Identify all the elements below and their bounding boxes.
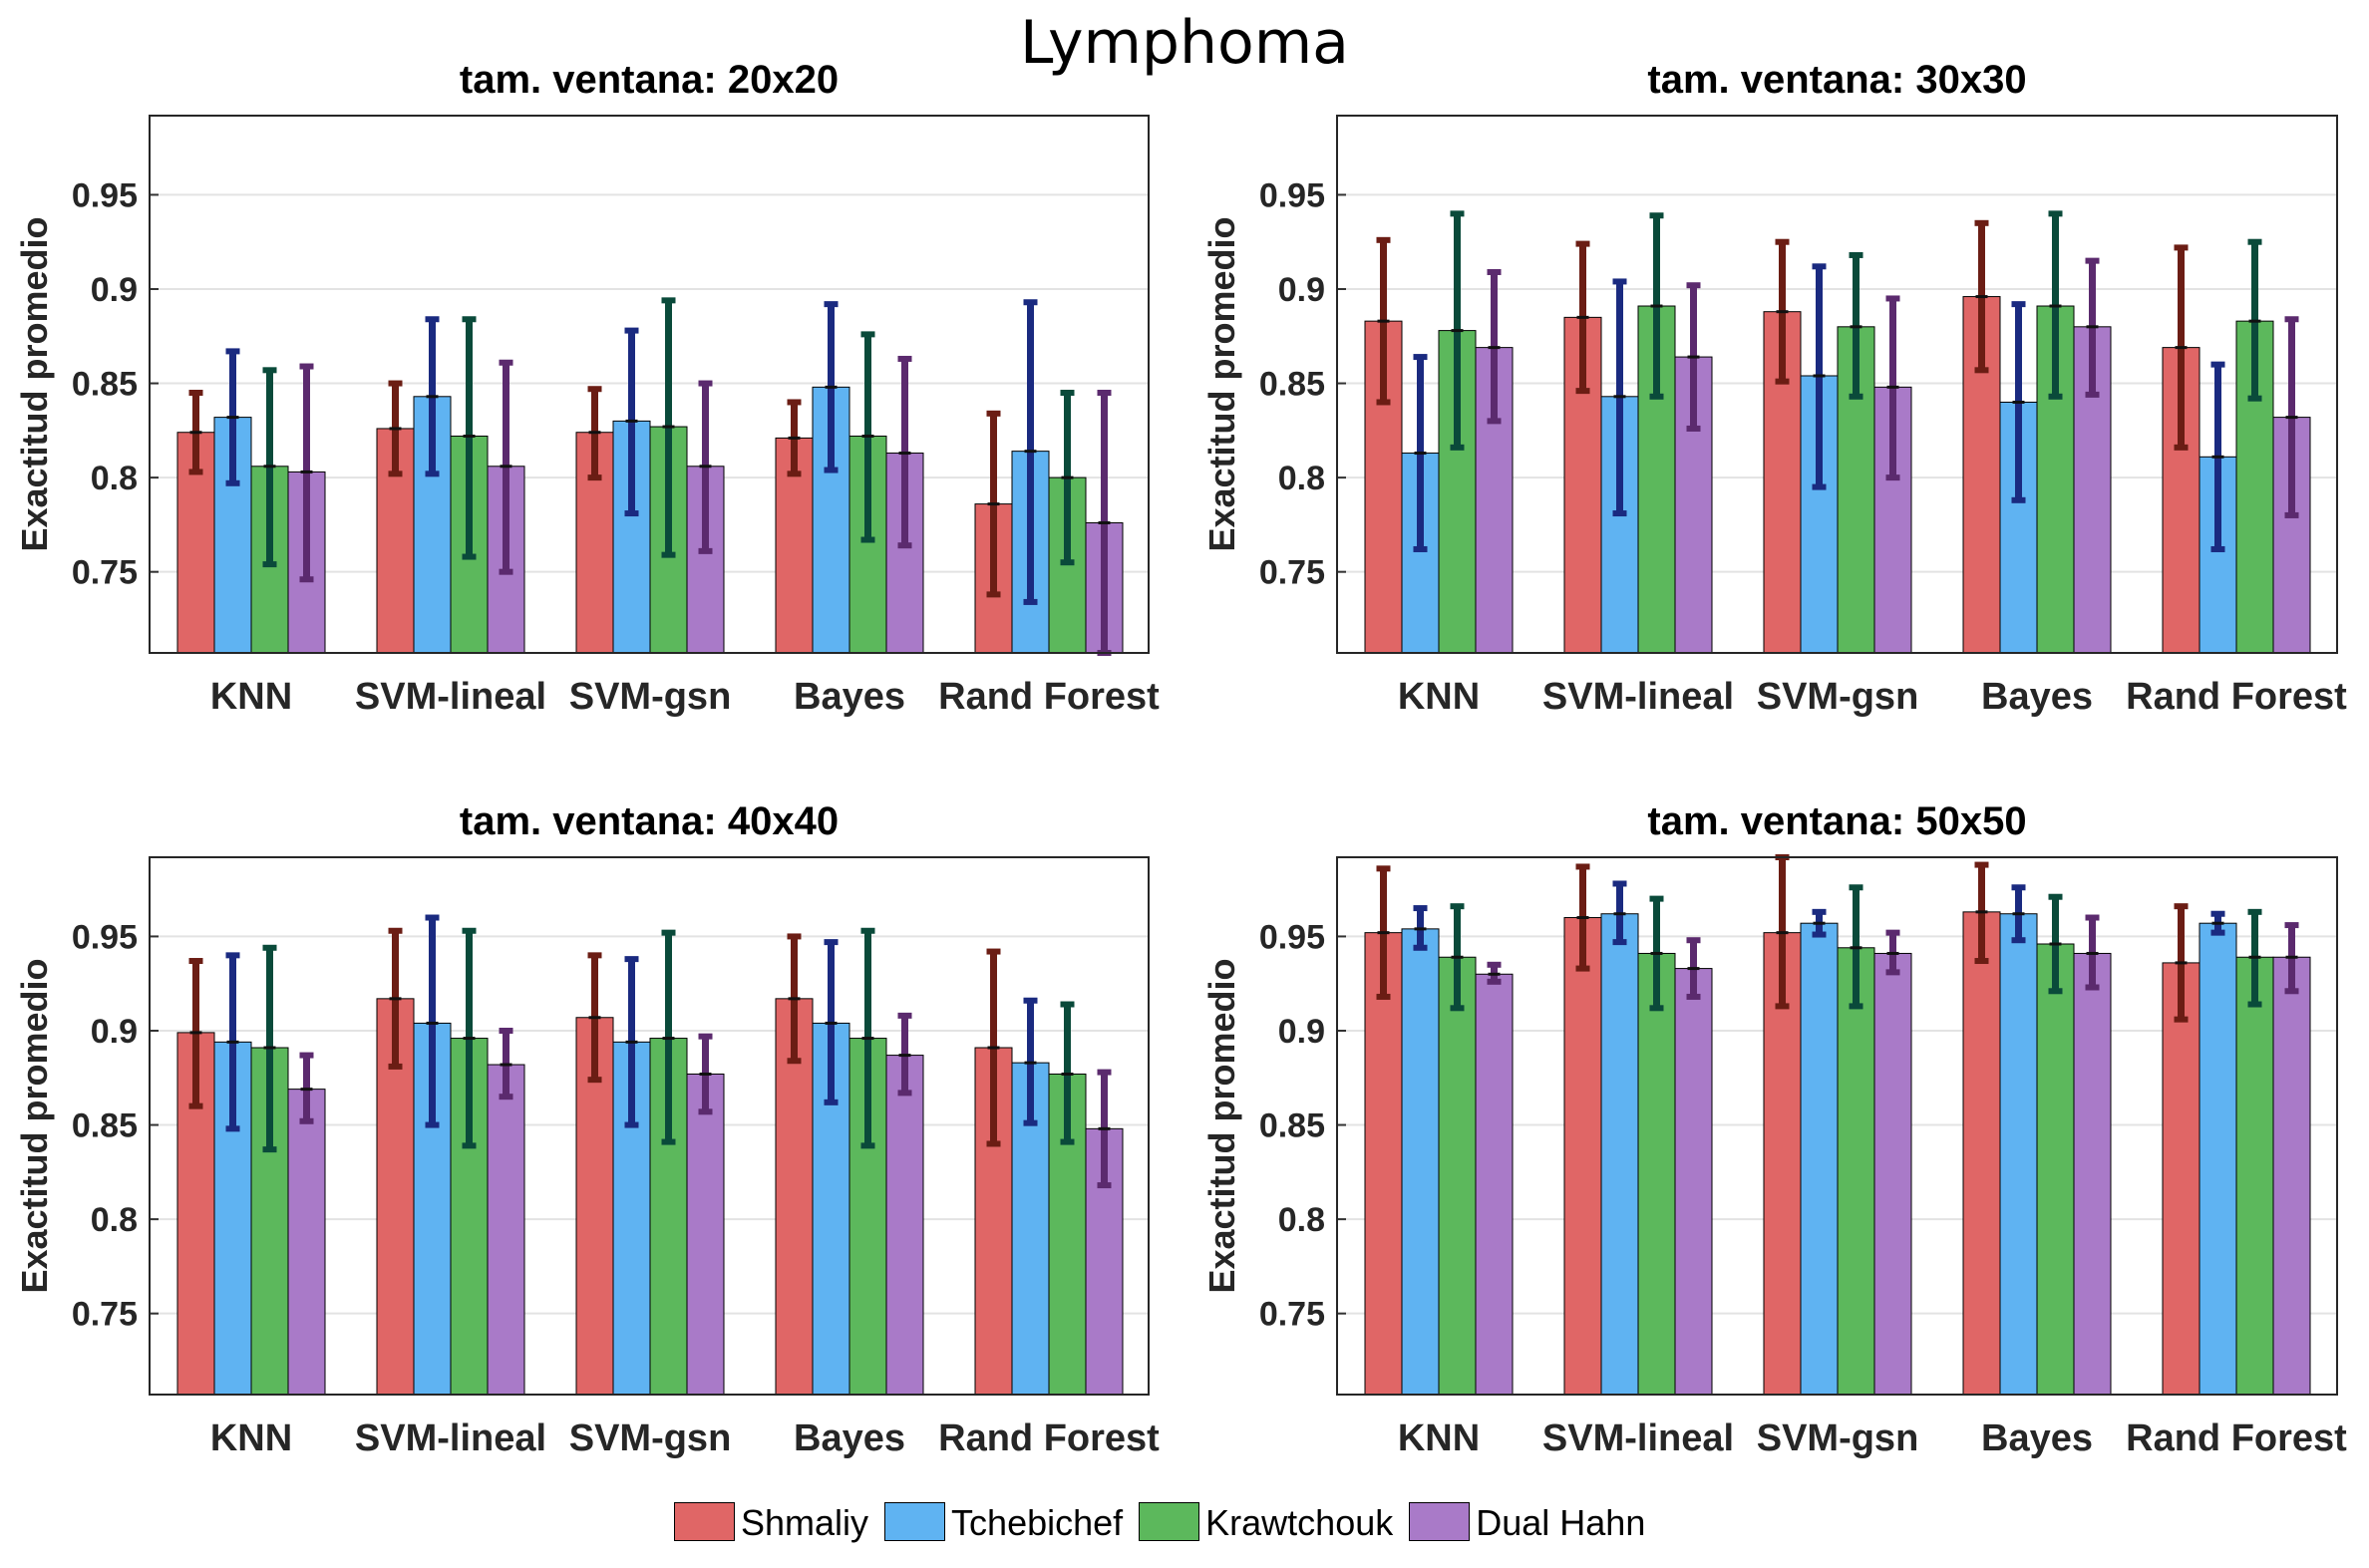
panel-title: tam. ventana: 30x30 [1647, 58, 2026, 102]
legend-item-krawtchouk: Krawtchouk [1139, 1501, 1393, 1541]
bar [1962, 911, 2001, 1396]
y-tick-label: 0.8 [1278, 1201, 1325, 1239]
y-tick-label: 0.85 [1259, 1107, 1325, 1145]
chart-panel-4: 0.75 0.8 0.85 0.9 0.95 KNN SVM-lineal SVM-gsn Ba… [1201, 799, 2347, 1459]
bar [2235, 956, 2274, 1396]
y-axis-label: Exactitud promedio [14, 216, 55, 551]
legend: Shmaliy Tchebichef Krawtchouk Dual Hahn [674, 1501, 1661, 1541]
bar [2073, 952, 2112, 1396]
y-axis-label: Exactitud promedio [1201, 216, 1242, 551]
y-tick-label: 0.8 [1278, 460, 1325, 497]
x-tick-label: SVM-gsn [1757, 676, 1919, 718]
x-tick-label: Bayes [1981, 1417, 2093, 1459]
x-tick-label: SVM-lineal [1542, 1417, 1734, 1459]
y-tick-label: 0.85 [1259, 366, 1325, 404]
y-tick-label: 0.9 [91, 271, 138, 309]
axes-frame [1336, 856, 2338, 1396]
bar [2162, 962, 2200, 1396]
bar [1438, 956, 1477, 1396]
legend-label-tchebichef: Tchebichef [951, 1502, 1124, 1543]
bar [1999, 913, 2038, 1396]
bar [2199, 922, 2237, 1396]
y-tick-label: 0.9 [91, 1013, 138, 1051]
legend-swatch-dual-hahn [1409, 1502, 1471, 1541]
bar [686, 1073, 725, 1396]
x-tick-label: KNN [1398, 1417, 1480, 1459]
bar [1674, 968, 1713, 1396]
figure-title: Lymphoma [1020, 8, 1349, 78]
x-tick-label: SVM-gsn [569, 1417, 732, 1459]
x-tick-label: Rand Forest [2126, 1417, 2347, 1459]
legend-item-shmaliy: Shmaliy [674, 1501, 868, 1541]
panel-title: tam. ventana: 40x40 [460, 799, 839, 843]
bar [1837, 947, 1875, 1396]
bar [2036, 943, 2075, 1396]
axes-frame [1336, 115, 2338, 654]
x-tick-label: SVM-lineal [355, 676, 546, 718]
x-tick-label: SVM-lineal [1542, 676, 1734, 718]
legend-swatch-tchebichef [884, 1502, 946, 1541]
y-tick-label: 0.95 [72, 918, 138, 956]
bar [1563, 917, 1602, 1396]
y-axis-label: Exactitud promedio [1201, 958, 1242, 1293]
legend-label-krawtchouk: Krawtchouk [1205, 1502, 1394, 1543]
x-tick-label: Bayes [1981, 676, 2093, 718]
bar [287, 1089, 326, 1396]
x-tick-label: Bayes [794, 1417, 905, 1459]
y-tick-label: 0.75 [72, 1296, 138, 1334]
bar [1873, 952, 1912, 1396]
legend-label-shmaliy: Shmaliy [741, 1502, 869, 1543]
chart-panel-3: 0.75 0.8 0.85 0.9 0.95 KNN SVM-lineal SVM-gsn Ba… [14, 799, 1160, 1459]
chart-panel-2: 0.75 0.8 0.85 0.9 0.95 KNN SVM-lineal SVM-gsn Ba… [1201, 58, 2347, 718]
legend-swatch-shmaliy [674, 1502, 735, 1541]
x-tick-label: SVM-lineal [355, 1417, 546, 1459]
y-tick-label: 0.8 [91, 460, 138, 497]
x-tick-label: KNN [210, 1417, 292, 1459]
legend-label-dual-hahn: Dual Hahn [1476, 1502, 1646, 1543]
x-tick-label: Bayes [794, 676, 905, 718]
x-tick-label: KNN [210, 676, 292, 718]
y-tick-label: 0.95 [1259, 918, 1325, 956]
y-tick-label: 0.85 [72, 366, 138, 404]
y-tick-label: 0.95 [72, 176, 138, 214]
panel-title: tam. ventana: 50x50 [1647, 799, 2026, 843]
bar [1800, 922, 1839, 1396]
y-tick-label: 0.85 [72, 1107, 138, 1145]
chart-canvas: 0.75 0.8 0.85 0.9 0.95 KNN SVM-lineal SVM-gsn Ba… [14, 58, 2347, 1459]
bar [775, 998, 814, 1396]
y-tick-label: 0.9 [1278, 271, 1325, 309]
legend-swatch-krawtchouk [1139, 1502, 1200, 1541]
y-tick-label: 0.9 [1278, 1013, 1325, 1051]
bar [1637, 952, 1676, 1396]
x-tick-label: SVM-gsn [1757, 1417, 1919, 1459]
bar [1600, 913, 1639, 1396]
bar [885, 1055, 924, 1396]
y-tick-label: 0.75 [1259, 554, 1325, 592]
x-tick-label: SVM-gsn [569, 676, 732, 718]
bar [1763, 932, 1802, 1396]
y-tick-label: 0.75 [1259, 1296, 1325, 1334]
bar [2272, 956, 2311, 1396]
x-tick-label: Rand Forest [938, 1417, 1160, 1459]
bar [1475, 973, 1514, 1396]
legend-item-dual-hahn: Dual Hahn [1409, 1501, 1645, 1541]
bar [487, 1064, 525, 1396]
bar [1401, 928, 1440, 1396]
axes-frame [149, 115, 1150, 654]
y-tick-label: 0.95 [1259, 176, 1325, 214]
panel-title: tam. ventana: 20x20 [460, 58, 839, 102]
x-tick-label: KNN [1398, 676, 1480, 718]
y-axis-label: Exactitud promedio [14, 958, 55, 1293]
y-tick-label: 0.75 [72, 554, 138, 592]
y-tick-label: 0.8 [91, 1201, 138, 1239]
bar [1364, 932, 1403, 1396]
chart-panel-1: 0.75 0.8 0.85 0.9 0.95 KNN SVM-lineal SVM-gsn Ba… [14, 58, 1160, 718]
x-tick-label: Rand Forest [938, 676, 1160, 718]
legend-item-tchebichef: Tchebichef [884, 1501, 1123, 1541]
axes-frame [149, 856, 1150, 1396]
x-tick-label: Rand Forest [2126, 676, 2347, 718]
